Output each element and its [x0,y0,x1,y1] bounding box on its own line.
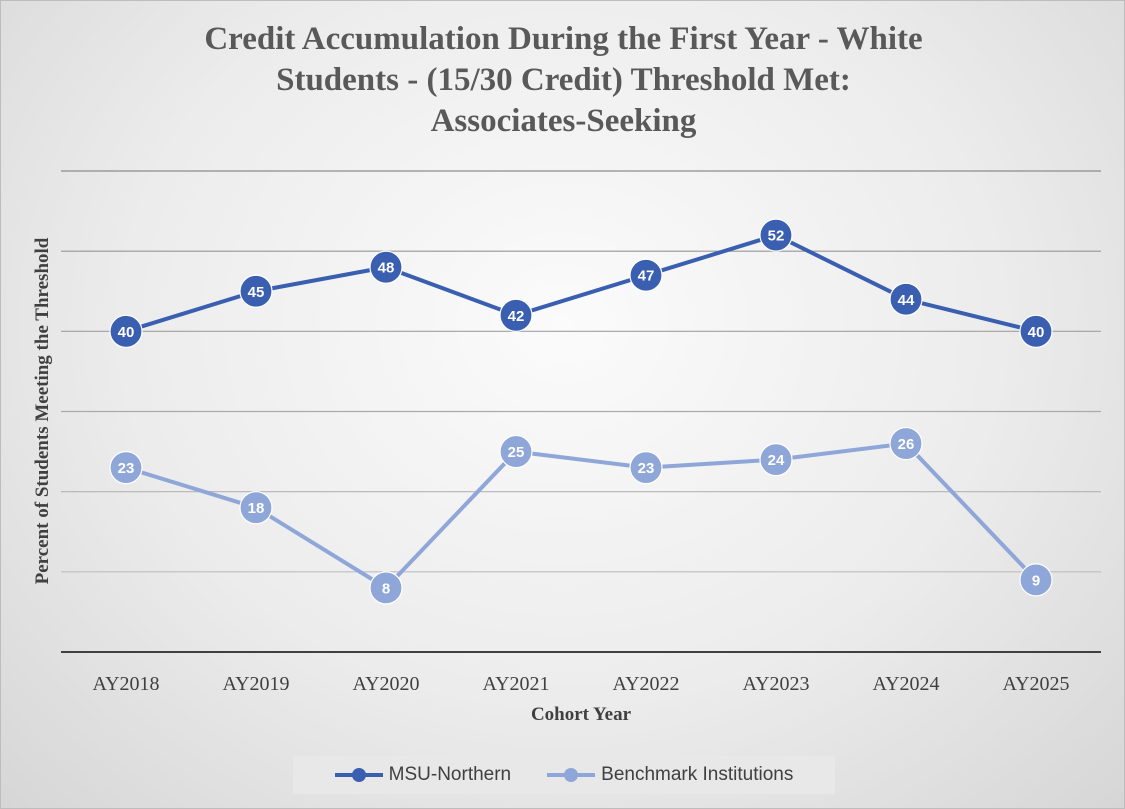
data-label: 24 [768,452,785,469]
y-axis-label: Percent of Students Meeting the Threshol… [32,237,53,585]
legend-label-benchmark-institutions: Benchmark Institutions [601,764,794,785]
x-tick-label: AY2018 [92,673,159,695]
legend: MSU-Northern Benchmark Institutions [293,756,835,794]
data-point [889,282,923,316]
x-tick-label: AY2020 [352,673,419,695]
data-label: 45 [248,284,265,301]
data-point [109,451,143,485]
x-tick-label: AY2019 [222,673,289,695]
data-point [629,258,663,292]
data-label: 47 [638,268,655,285]
data-label: 18 [248,500,265,517]
chart-title: Credit Accumulation During the First Yea… [61,19,1066,142]
data-point [239,491,273,525]
x-tick-label: AY2023 [742,673,809,695]
x-tick-label: AY2021 [482,673,549,695]
data-point [369,250,403,284]
series-line [125,441,1038,590]
chart-title-line-1: Credit Accumulation During the First Yea… [204,21,923,57]
data-label: 40 [1028,324,1045,341]
data-label: 42 [508,308,525,325]
chart-title-line-3: Associates-Seeking [430,103,697,139]
legend-label-msu-northern: MSU-Northern [388,764,512,785]
data-point [369,571,403,605]
data-label: 9 [1032,572,1040,589]
data-label: 25 [508,444,525,461]
data-point [1019,563,1053,597]
legend-swatch-msu-northern [334,768,383,782]
data-point [629,451,663,485]
legend-entry-msu-northern: MSU-Northern [334,764,512,786]
data-point [499,298,533,332]
data-label: 40 [118,324,135,341]
legend-swatch-benchmark-institutions [547,768,596,782]
data-label: 26 [898,436,915,453]
legend-entry-benchmark-institutions: Benchmark Institutions [547,764,793,786]
data-label: 23 [118,460,135,477]
data-point [759,443,793,477]
data-point [239,274,273,308]
data-point [1019,314,1053,348]
x-axis-label: Cohort Year [530,704,632,725]
data-point [759,218,793,252]
x-tick-label: AY2024 [872,673,939,695]
data-point [889,426,923,461]
chart-title-line-2: Students - (15/30 Credit) Threshold Met: [276,62,851,98]
x-tick-label: AY2025 [1002,673,1069,695]
data-label: 23 [638,460,655,477]
series-line [125,233,1037,334]
data-point [109,314,143,348]
data-point [499,434,533,469]
data-label: 52 [768,228,785,245]
data-label: 8 [382,580,390,597]
data-label: 44 [898,292,915,309]
x-tick-label: AY2022 [612,673,679,695]
data-label: 48 [378,260,395,277]
